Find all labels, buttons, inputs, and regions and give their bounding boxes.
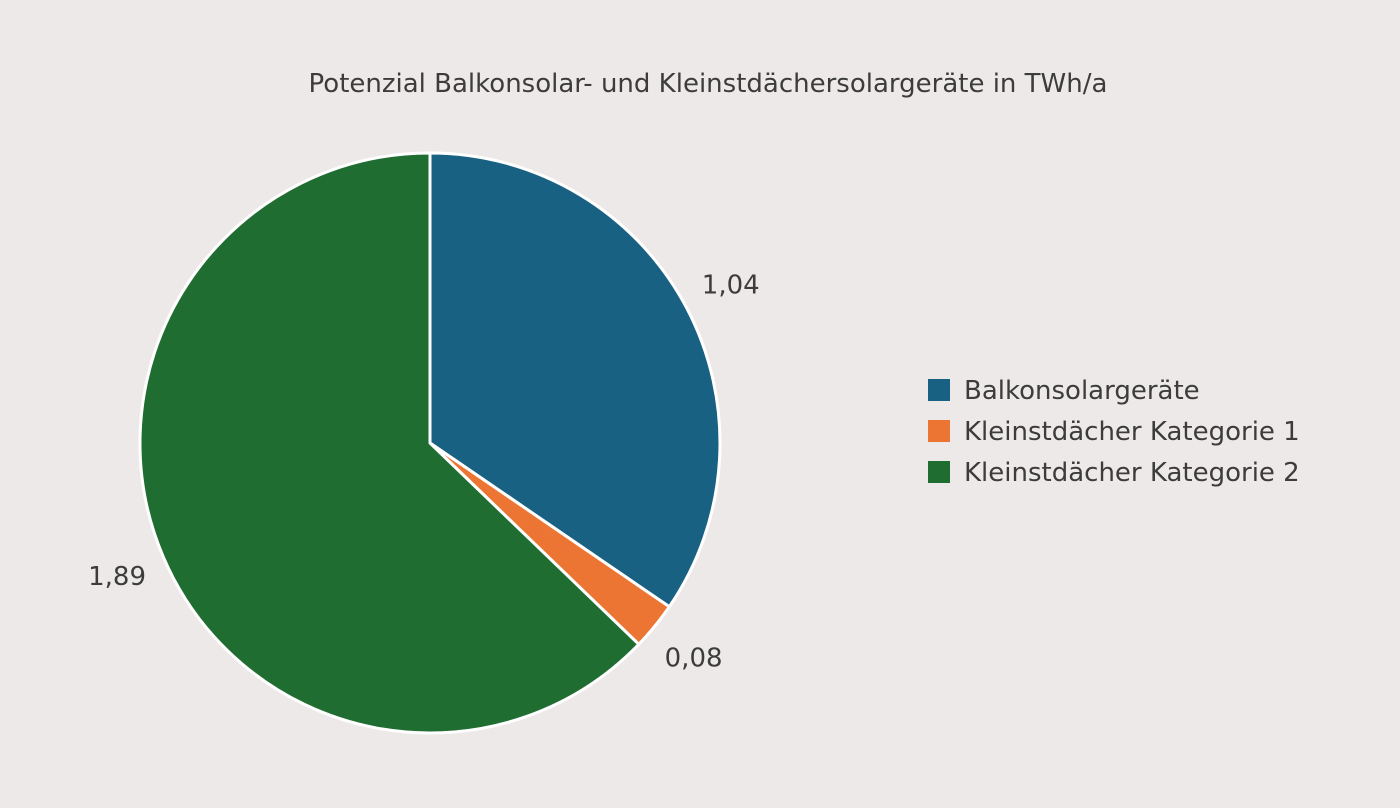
legend-swatch-kleinstdaecher-kategorie-1 <box>928 420 950 442</box>
legend-label-kleinstdaecher-kategorie-1: Kleinstdächer Kategorie 1 <box>964 417 1300 447</box>
legend: Balkonsolargeräte Kleinstdächer Kategorie… <box>928 376 1300 488</box>
pie-slice-balkonsolargeraete <box>428 151 722 609</box>
chart-title: Potenzial Balkonsolar- und Kleinstdächer… <box>309 69 1108 99</box>
pie-slices <box>138 151 722 735</box>
pie-slice-kleinstdaecher-kategorie-2 <box>138 151 641 735</box>
data-label-kleinstdaecher-kategorie-1: 0,08 <box>665 644 723 674</box>
data-label-balkonsolargeraete: 1,04 <box>702 270 760 300</box>
legend-label-balkonsolargeraete: Balkonsolargeräte <box>964 376 1200 406</box>
legend-label-kleinstdaecher-kategorie-2: Kleinstdächer Kategorie 2 <box>964 458 1300 488</box>
data-labels: 1,04 0,08 1,89 <box>88 270 760 673</box>
data-label-kleinstdaecher-kategorie-2: 1,89 <box>88 562 146 592</box>
legend-swatch-balkonsolargeraete <box>928 379 950 401</box>
legend-swatch-kleinstdaecher-kategorie-2 <box>928 461 950 483</box>
